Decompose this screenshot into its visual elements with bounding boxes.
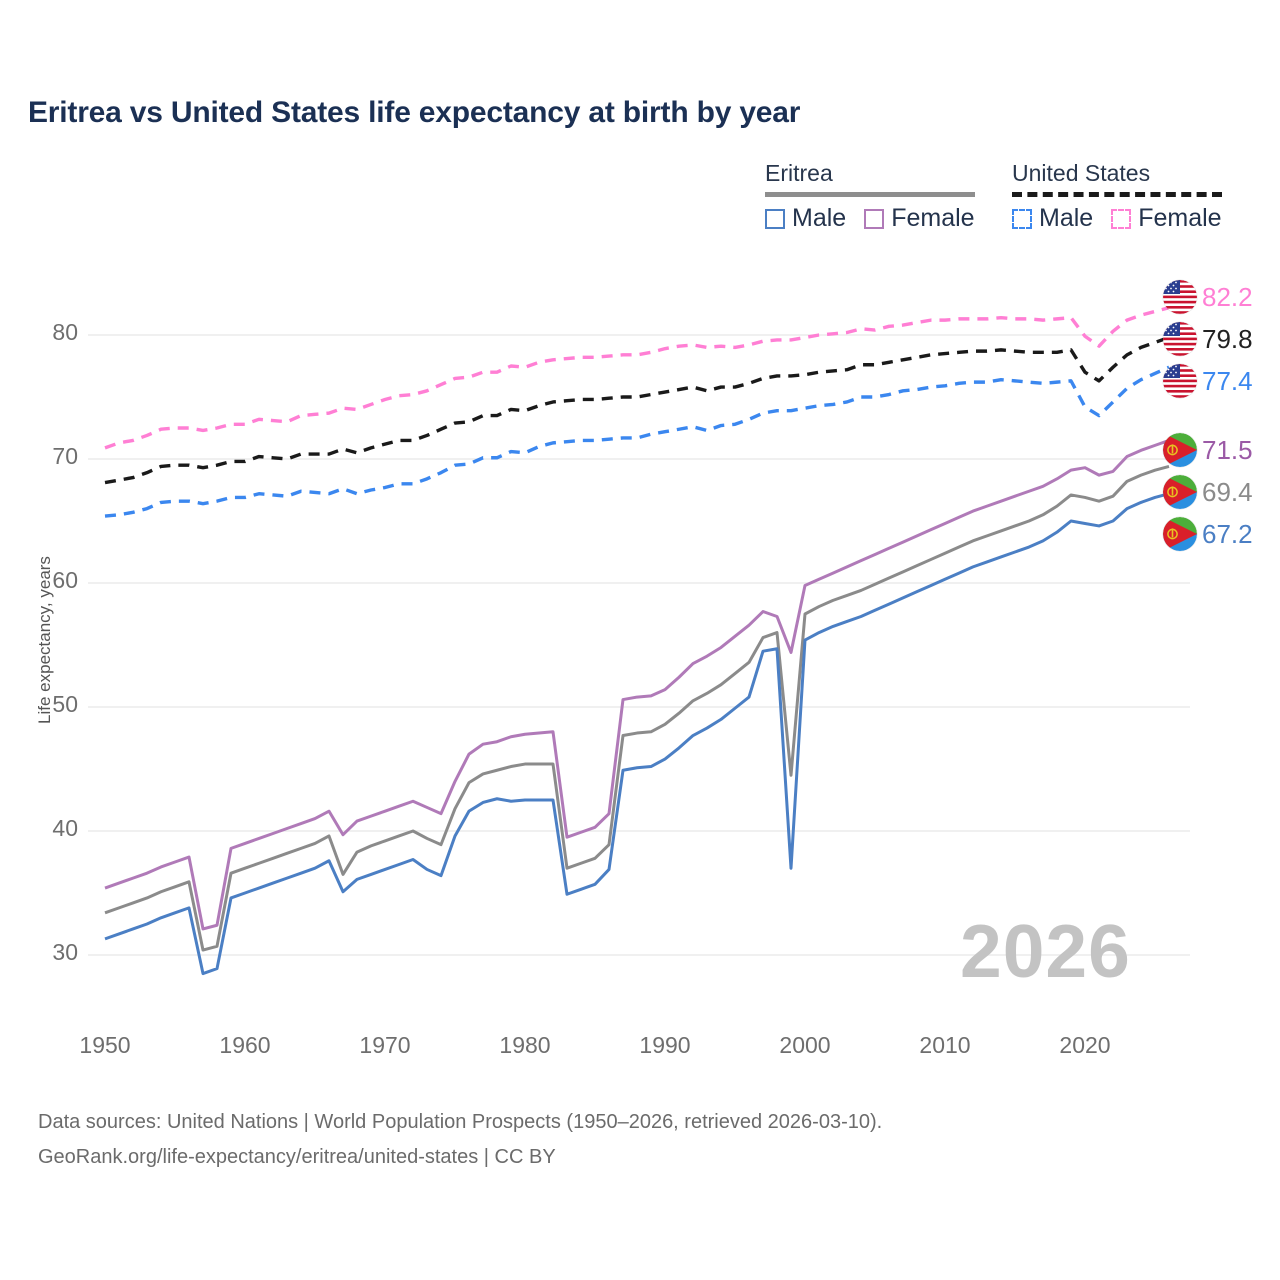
- gridlines: [88, 334, 1190, 956]
- end-label-value: 69.4: [1202, 476, 1253, 507]
- footer-line-1: Data sources: United Nations | World Pop…: [38, 1111, 883, 1133]
- x-axis-tick: 1980: [499, 1032, 551, 1058]
- year-watermark: 2026: [960, 909, 1131, 993]
- x-axis-tick: 1950: [79, 1032, 131, 1058]
- y-axis-tick: 30: [52, 939, 78, 965]
- legend-item-eritrea-male[interactable]: Male: [765, 204, 846, 233]
- end-label-value: 67.2: [1202, 518, 1253, 549]
- series-end-label: 71.5: [1163, 433, 1253, 467]
- legend-swatch-icon: [1111, 208, 1132, 229]
- x-axis-tick: 2000: [779, 1032, 831, 1058]
- series-end-label: 79.8: [1163, 322, 1253, 356]
- chart-legend: Eritrea Male Female United States Male: [760, 160, 1260, 240]
- y-axis-tick: 40: [52, 815, 78, 841]
- y-axis-tick: 60: [52, 567, 78, 593]
- us-flag-icon: [1163, 322, 1197, 356]
- x-axis-tick: 1960: [219, 1032, 271, 1058]
- x-axis-tick: 1990: [639, 1032, 691, 1058]
- series-end-label: 82.2: [1163, 280, 1253, 314]
- x-axis-tick: 1970: [359, 1032, 411, 1058]
- y-axis-title: Life expectancy, years: [35, 556, 54, 724]
- eritrea-flag-icon: [1163, 433, 1197, 467]
- series-end-label: 69.4: [1163, 475, 1253, 509]
- us-flag-icon: [1163, 280, 1197, 314]
- legend-item-us-female[interactable]: Female: [1111, 204, 1222, 233]
- legend-group-eritrea: Eritrea Male Female: [765, 160, 975, 233]
- legend-country-united-states: United States: [1012, 160, 1151, 186]
- end-label-value: 79.8: [1202, 323, 1253, 354]
- legend-swatch-icon: [1012, 208, 1032, 229]
- series-end-label: 67.2: [1163, 517, 1253, 551]
- page-title: Eritrea vs United States life expectancy…: [28, 96, 801, 129]
- legend-label: Female: [1138, 204, 1222, 232]
- legend-swatch-icon: [864, 208, 885, 229]
- legend-item-eritrea-female[interactable]: Female: [864, 204, 975, 233]
- legend-group-united-states: United States Male Female: [1012, 160, 1222, 233]
- end-label-value: 82.2: [1202, 281, 1253, 312]
- legend-item-us-male[interactable]: Male: [1012, 204, 1093, 233]
- y-axis-tick: 50: [52, 691, 78, 717]
- us-flag-icon: [1163, 364, 1197, 398]
- eritrea-flag-icon: [1163, 475, 1197, 509]
- footer-line-2: GeoRank.org/life-expectancy/eritrea/unit…: [38, 1146, 556, 1168]
- legend-label: Female: [891, 204, 975, 232]
- end-label-value: 71.5: [1202, 434, 1253, 465]
- legend-label: Male: [792, 204, 847, 232]
- legend-country-eritrea: Eritrea: [765, 160, 833, 186]
- footer-sources: Data sources: United Nations | World Pop…: [38, 1105, 1238, 1175]
- legend-label: Male: [1039, 204, 1094, 232]
- legend-rule-solid: [765, 192, 975, 197]
- y-axis-tick: 70: [52, 443, 78, 469]
- series-end-label: 77.4: [1163, 364, 1253, 398]
- legend-swatch-icon: [765, 208, 785, 229]
- legend-rule-dashed: [1012, 192, 1222, 197]
- x-axis-tick: 2020: [1059, 1032, 1111, 1058]
- eritrea-flag-icon: [1163, 517, 1197, 551]
- series-lines: [104, 306, 1170, 976]
- x-axis-tick: 2010: [919, 1032, 971, 1058]
- y-axis-tick: 80: [52, 319, 78, 345]
- end-label-value: 77.4: [1202, 365, 1253, 396]
